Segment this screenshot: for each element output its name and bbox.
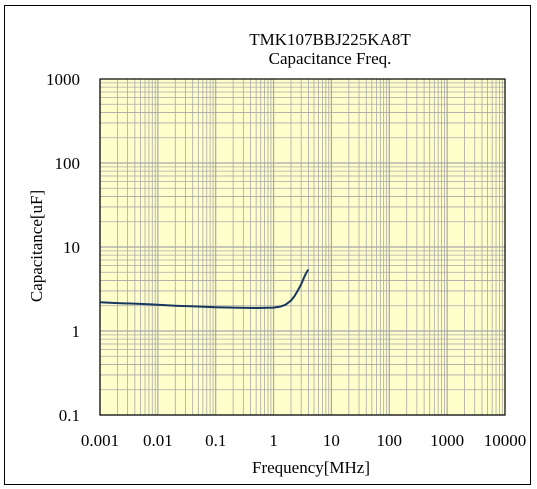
x-tick-labels: 0.001 0.01 0.1 1 10 100 1000 10000 <box>81 431 526 450</box>
x-tick-label: 100 <box>377 431 403 450</box>
capacitance-series-line <box>99 268 310 309</box>
x-tick-label: 10 <box>323 431 340 450</box>
y-tick-label: 1000 <box>46 70 80 89</box>
y-tick-label: 1 <box>72 322 81 341</box>
x-tick-label: 10000 <box>484 431 527 450</box>
y-tick-labels: 0.1 1 10 100 1000 <box>46 70 80 425</box>
y-tick-label: 0.1 <box>59 406 80 425</box>
y-tick-label: 100 <box>55 154 81 173</box>
grid-lines <box>99 79 505 416</box>
y-tick-label: 10 <box>63 238 80 257</box>
x-tick-label: 1000 <box>430 431 464 450</box>
chart-subtitle: Capacitance Freq. <box>269 49 392 68</box>
y-axis-label: Capacitance[uF] <box>27 190 46 302</box>
x-axis-label: Frequency[MHz] <box>252 458 370 477</box>
plot-border <box>99 78 506 416</box>
x-tick-label: 0.001 <box>81 431 119 450</box>
x-tick-label: 0.1 <box>205 431 226 450</box>
x-tick-label: 0.01 <box>143 431 173 450</box>
chart-title: TMK107BBJ225KA8T <box>249 30 411 49</box>
x-tick-label: 1 <box>269 431 278 450</box>
